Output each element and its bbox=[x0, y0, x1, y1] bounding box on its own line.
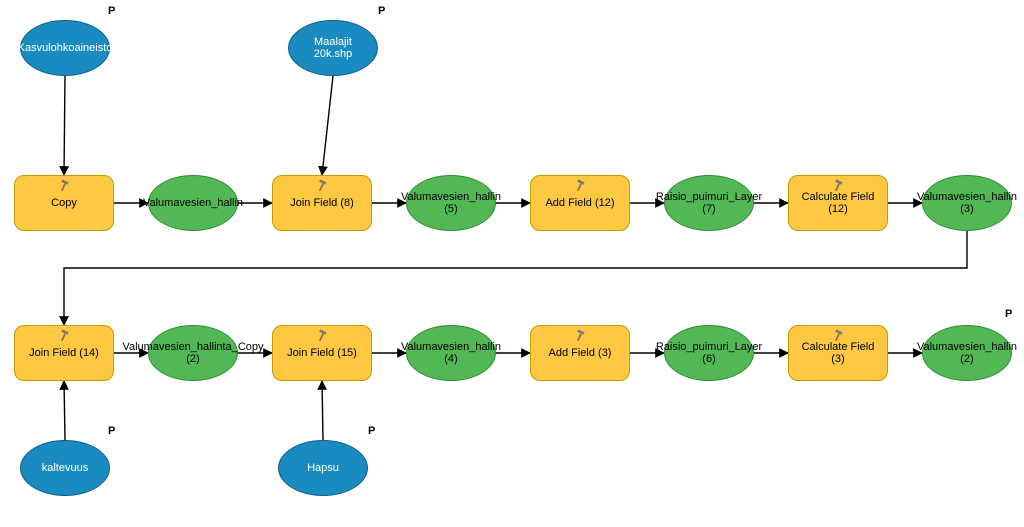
edge bbox=[322, 76, 333, 175]
hammer-icon bbox=[315, 179, 329, 193]
edges-layer bbox=[0, 0, 1024, 527]
node-label: Maalajit 20k.shp bbox=[295, 36, 371, 60]
node-t_jf15[interactable]: Join Field (15) bbox=[272, 325, 372, 381]
node-label: Kasvulohkoaineisto bbox=[18, 42, 113, 54]
node-t_jf8[interactable]: Join Field (8) bbox=[272, 175, 372, 231]
model-canvas: Kasvulohkoaineisto P Maalajit 20k.shp P Copy… bbox=[0, 0, 1024, 527]
node-d_rpl6[interactable]: Raisio_puimuri_Layer (6) bbox=[664, 325, 754, 381]
node-label: Join Field (14) bbox=[29, 347, 99, 359]
node-d_valh4[interactable]: Valumavesien_hallin (4) bbox=[406, 325, 496, 381]
edge bbox=[64, 76, 65, 175]
node-inp_kasvu[interactable]: Kasvulohkoaineisto bbox=[20, 20, 110, 76]
node-label: Join Field (15) bbox=[287, 347, 357, 359]
node-d_valh3[interactable]: Valumavesien_hallin (3) bbox=[922, 175, 1012, 231]
node-label: Calculate Field (3) bbox=[795, 341, 881, 365]
node-t_jf14[interactable]: Join Field (14) bbox=[14, 325, 114, 381]
node-label: Valumavesien_hallin (4) bbox=[401, 341, 501, 365]
hammer-icon bbox=[57, 329, 71, 343]
edge bbox=[64, 381, 65, 440]
node-label: kaltevuus bbox=[42, 462, 88, 474]
parameter-marker: P bbox=[1005, 308, 1012, 320]
node-label: Raisio_puimuri_Layer (7) bbox=[656, 191, 762, 215]
node-label: Add Field (3) bbox=[549, 347, 612, 359]
node-t_copy[interactable]: Copy bbox=[14, 175, 114, 231]
edge bbox=[322, 381, 323, 440]
parameter-marker: P bbox=[108, 5, 115, 17]
node-d_valh5[interactable]: Valumavesien_hallin (5) bbox=[406, 175, 496, 231]
parameter-marker: P bbox=[368, 425, 375, 437]
node-inp_kaltevuus[interactable]: kaltevuus bbox=[20, 440, 110, 496]
hammer-icon bbox=[831, 329, 845, 343]
node-label: Valumavesien_hallin bbox=[143, 197, 243, 209]
node-label: Valumavesien_hallin (5) bbox=[401, 191, 501, 215]
node-d_valh2[interactable]: Valumavesien_hallin (2) bbox=[922, 325, 1012, 381]
node-label: Copy bbox=[51, 197, 77, 209]
hammer-icon bbox=[573, 179, 587, 193]
node-t_cf12[interactable]: Calculate Field (12) bbox=[788, 175, 888, 231]
node-d_rpl7[interactable]: Raisio_puimuri_Layer (7) bbox=[664, 175, 754, 231]
node-label: Add Field (12) bbox=[545, 197, 614, 209]
node-label: Calculate Field (12) bbox=[795, 191, 881, 215]
node-label: Raisio_puimuri_Layer (6) bbox=[656, 341, 762, 365]
hammer-icon bbox=[831, 179, 845, 193]
node-t_af3[interactable]: Add Field (3) bbox=[530, 325, 630, 381]
node-label: Hapsu bbox=[307, 462, 339, 474]
node-label: Valumavesien_hallin (2) bbox=[917, 341, 1017, 365]
node-inp_maalajit[interactable]: Maalajit 20k.shp bbox=[288, 20, 378, 76]
hammer-icon bbox=[315, 329, 329, 343]
node-label: Valumavesien_hallinta_Copy (2) bbox=[122, 341, 263, 365]
node-label: Valumavesien_hallin (3) bbox=[917, 191, 1017, 215]
node-inp_hapsu[interactable]: Hapsu bbox=[278, 440, 368, 496]
node-label: Join Field (8) bbox=[290, 197, 354, 209]
node-d_valh[interactable]: Valumavesien_hallin bbox=[148, 175, 238, 231]
hammer-icon bbox=[57, 179, 71, 193]
node-d_valhc2[interactable]: Valumavesien_hallinta_Copy (2) bbox=[148, 325, 238, 381]
edge bbox=[64, 231, 967, 325]
node-t_cf3[interactable]: Calculate Field (3) bbox=[788, 325, 888, 381]
parameter-marker: P bbox=[108, 425, 115, 437]
parameter-marker: P bbox=[378, 5, 385, 17]
node-t_af12[interactable]: Add Field (12) bbox=[530, 175, 630, 231]
hammer-icon bbox=[573, 329, 587, 343]
